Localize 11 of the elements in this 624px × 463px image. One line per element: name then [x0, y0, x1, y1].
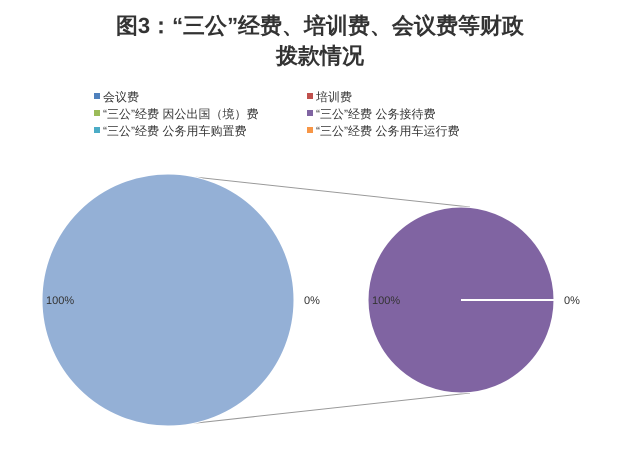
text: 0%: [304, 295, 320, 307]
text: 0%: [564, 295, 580, 307]
category-label: 会议费: [103, 90, 139, 104]
category-label: “三公”经费 公务用车购置费: [103, 124, 246, 138]
category-label: “三公”经费 公务用车运行费: [316, 124, 460, 138]
category-label: 培训费: [315, 90, 352, 104]
category-label: “三公”经费 公务接待费: [316, 107, 436, 121]
category-label: “三公”经费 因公出国（境）费: [103, 107, 258, 121]
text: 图3：“三公”经费、培训费、会议费等财政拨款情况: [116, 13, 526, 68]
data-label: 100%: [46, 295, 74, 307]
data-label: 100%: [372, 295, 400, 307]
